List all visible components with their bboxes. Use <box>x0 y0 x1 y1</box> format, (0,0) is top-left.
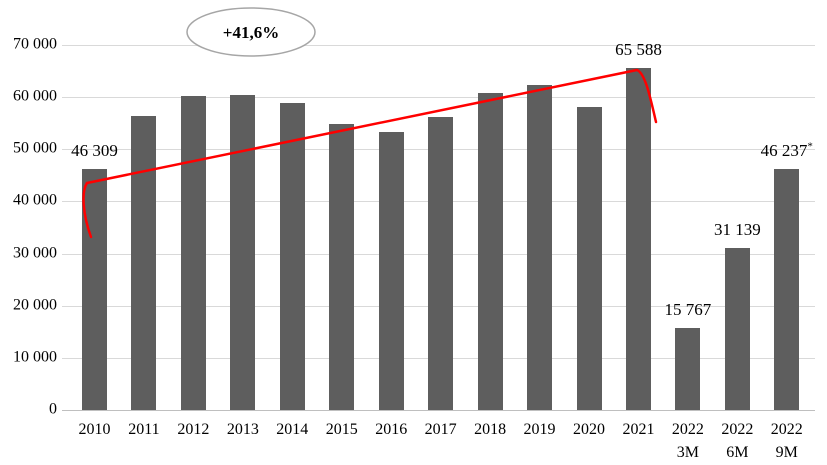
bar <box>625 68 651 410</box>
bar <box>576 107 602 410</box>
bar-value-label: 46 309 <box>71 140 118 160</box>
bar <box>527 84 553 410</box>
y-axis-tick-label: 0 <box>49 400 57 418</box>
x-axis-category-label: 2018 <box>474 421 507 438</box>
bar-value-label: 46 237* <box>760 140 813 160</box>
bar <box>180 96 206 410</box>
y-axis-tick-label: 10 000 <box>13 348 57 366</box>
bar <box>724 247 750 410</box>
x-axis-category-label: 2022 9M <box>770 421 803 461</box>
x-axis-category-label: 2017 <box>424 421 457 438</box>
bar <box>82 168 107 410</box>
bar-value-label: 15 767 <box>664 299 712 319</box>
x-axis-category-label: 2013 <box>226 421 259 438</box>
x-axis-category-label: 2022 3M <box>671 421 704 461</box>
bar <box>675 327 701 410</box>
bar <box>329 123 355 410</box>
x-axis-category-label: 2010 <box>78 421 111 438</box>
y-axis-tick-label: 70 000 <box>13 35 57 53</box>
bar <box>428 116 454 410</box>
x-axis-category-label: 2020 <box>573 421 605 438</box>
bar-value-label: 31 139 <box>713 219 761 239</box>
x-axis-category-label: 2015 <box>325 421 358 438</box>
bar <box>279 102 305 410</box>
gridline <box>62 97 815 99</box>
x-axis-category-label: 2019 <box>523 421 556 438</box>
x-axis-category-label: 2022 6M <box>721 421 754 461</box>
y-axis-tick-label: 40 000 <box>13 192 57 210</box>
x-axis-category-label: 2014 <box>276 421 309 438</box>
bar <box>774 168 800 410</box>
x-axis-line <box>62 410 815 411</box>
y-axis-tick-label: 30 000 <box>13 244 57 262</box>
footnote-asterisk: * <box>807 140 813 153</box>
gridline <box>62 45 815 46</box>
x-axis-category-label: 2016 <box>375 421 408 438</box>
y-axis-tick-label: 60 000 <box>13 87 57 105</box>
bar <box>131 115 157 410</box>
y-axis-tick-label: 20 000 <box>13 296 57 314</box>
y-axis-tick-label: 50 000 <box>13 139 57 157</box>
x-axis-category-label: 2012 <box>177 421 210 438</box>
x-axis-category-label: 2011 <box>128 421 160 438</box>
growth-ellipse <box>186 7 316 57</box>
trend-line-arrow <box>82 68 658 239</box>
x-axis-category-label: 2021 <box>622 421 655 438</box>
bar <box>477 92 503 410</box>
bar-value-label: 65 588 <box>615 40 662 59</box>
bar <box>378 132 404 410</box>
growth-percentage-label: +41,6% <box>222 23 280 42</box>
bar <box>230 94 256 410</box>
